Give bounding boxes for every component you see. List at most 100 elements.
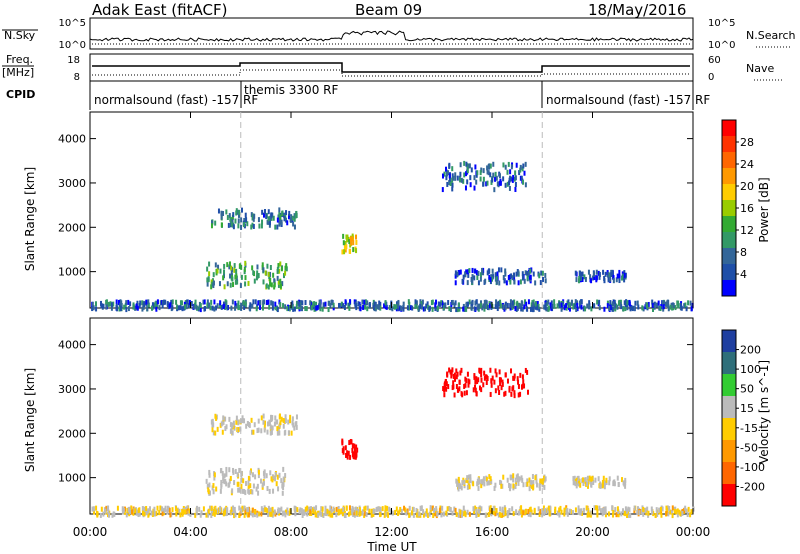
data-point	[518, 303, 521, 309]
data-point	[236, 472, 239, 478]
data-point	[264, 270, 267, 276]
data-point	[506, 181, 509, 187]
data-point	[532, 479, 535, 485]
data-point	[570, 300, 573, 306]
data-point	[563, 511, 566, 517]
data-point	[276, 217, 279, 223]
data-point	[267, 209, 270, 215]
data-point	[575, 307, 578, 313]
data-point	[494, 176, 497, 182]
data-point	[507, 274, 510, 280]
data-point	[168, 507, 171, 513]
data-point	[212, 489, 215, 495]
data-point	[495, 301, 498, 307]
data-point	[469, 175, 472, 181]
time-x-axis: 00:00 04:00 08:00 12:00 16:00 20:00 00:00	[73, 112, 711, 539]
cpid-panel: CPID normalsound (fast) -157 RF themis 3…	[6, 81, 710, 110]
data-point	[566, 511, 569, 517]
data-point	[576, 302, 579, 308]
x-tick-label: 00:00	[676, 525, 711, 539]
data-point	[301, 512, 304, 518]
data-point	[186, 508, 189, 514]
data-point	[647, 510, 650, 516]
data-point	[235, 210, 238, 216]
data-point	[583, 274, 586, 280]
data-point	[431, 306, 434, 312]
data-point	[495, 372, 498, 378]
colorbar-segment	[722, 216, 736, 233]
data-point	[600, 483, 603, 489]
data-point	[429, 508, 432, 514]
data-point	[251, 472, 254, 478]
data-point	[471, 274, 474, 280]
data-point	[483, 306, 486, 312]
data-point	[529, 512, 532, 518]
data-point	[425, 511, 428, 517]
data-point	[481, 267, 484, 273]
data-point	[532, 484, 535, 490]
data-point	[631, 306, 634, 312]
data-point	[207, 508, 210, 514]
data-point	[477, 280, 480, 286]
data-point	[510, 273, 513, 279]
data-point	[232, 469, 235, 475]
data-point	[480, 387, 483, 393]
colorbar-segment	[722, 120, 736, 137]
data-point	[262, 299, 265, 305]
data-point	[294, 213, 297, 219]
data-point	[490, 511, 493, 517]
data-point	[487, 170, 490, 176]
data-point	[624, 506, 627, 512]
data-point	[263, 469, 266, 475]
data-point	[612, 512, 615, 518]
data-point	[479, 302, 482, 308]
data-point	[239, 283, 242, 289]
data-point	[96, 512, 99, 518]
data-point	[355, 239, 358, 245]
freq-label-line1: Freq.	[6, 53, 33, 66]
data-point	[503, 306, 506, 312]
data-point	[514, 477, 517, 483]
data-point	[512, 483, 515, 489]
data-point	[230, 506, 233, 512]
data-point	[104, 508, 107, 514]
cpid-segment-2: themis 3300 RF	[244, 83, 338, 97]
data-point	[228, 482, 231, 488]
data-point	[247, 480, 250, 486]
data-point	[463, 172, 466, 178]
data-point	[494, 171, 497, 177]
data-point	[561, 300, 564, 306]
data-point	[458, 306, 461, 312]
data-point	[515, 162, 518, 168]
y-tick-label: 1000	[58, 266, 86, 279]
data-point	[263, 420, 266, 426]
data-point	[460, 509, 463, 515]
data-point	[261, 482, 264, 488]
data-point	[223, 473, 226, 479]
data-point	[310, 305, 313, 311]
data-point	[608, 272, 611, 278]
data-point	[596, 299, 599, 305]
colorbar-segment	[722, 248, 736, 265]
data-point	[467, 474, 470, 480]
data-point	[285, 210, 288, 216]
data-point	[283, 216, 286, 222]
noise-right-tick-bottom: 10^0	[708, 40, 735, 51]
data-point	[212, 510, 215, 516]
data-point	[292, 306, 295, 312]
data-point	[685, 508, 688, 514]
data-point	[530, 302, 533, 308]
data-point	[519, 164, 522, 170]
data-point	[306, 511, 309, 517]
data-point	[231, 214, 234, 220]
data-point	[477, 485, 480, 491]
data-point	[644, 507, 647, 513]
data-point	[466, 371, 469, 377]
data-point	[230, 509, 233, 515]
data-point	[105, 505, 108, 511]
data-point	[469, 477, 472, 483]
data-point	[451, 186, 454, 192]
data-point	[278, 268, 281, 274]
data-point	[276, 275, 279, 281]
